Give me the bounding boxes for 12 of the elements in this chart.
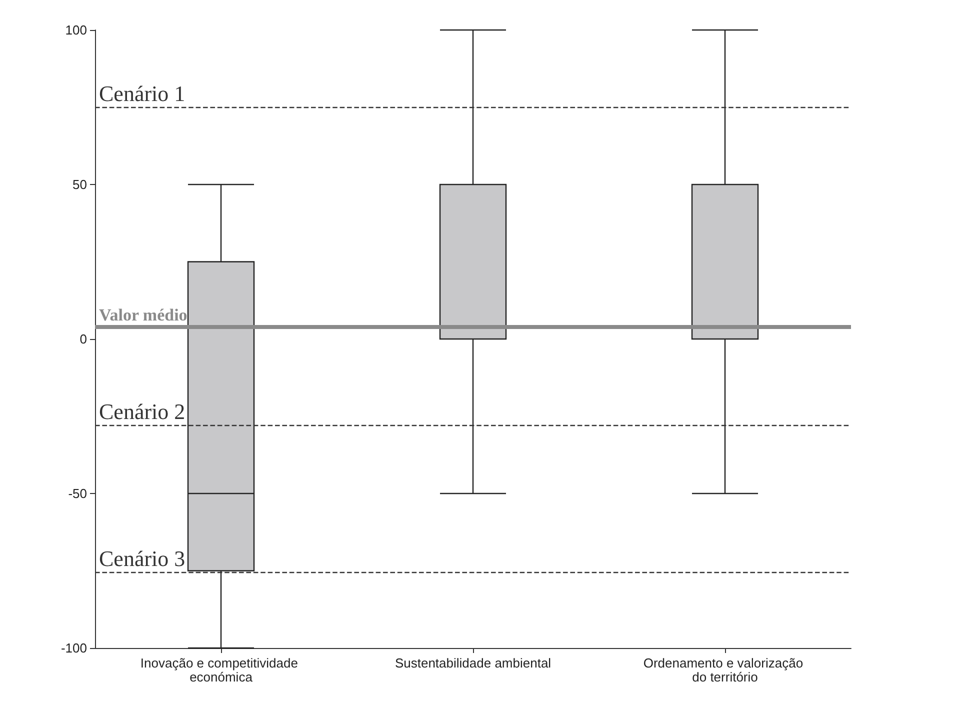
- y-tick-label: -100: [60, 640, 87, 656]
- x-tick-label: Inovação e competitividade económica: [140, 656, 302, 684]
- ref-line-label: Cenário 1: [99, 80, 186, 106]
- x-tick-label: Ordenamento e valorização do território: [643, 656, 807, 684]
- x-tick-label: Sustentabilidade ambiental: [394, 656, 552, 670]
- y-tick-label: 0: [80, 332, 87, 346]
- ref-line-label: Valor médio: [99, 306, 188, 325]
- ref-line-label: Cenário 2: [99, 399, 186, 424]
- y-tick-label: -50: [68, 486, 87, 501]
- y-tick-label: 50: [72, 177, 87, 192]
- y-tick-label: 100: [65, 22, 87, 38]
- ref-line-label: Cenário 3: [99, 546, 186, 571]
